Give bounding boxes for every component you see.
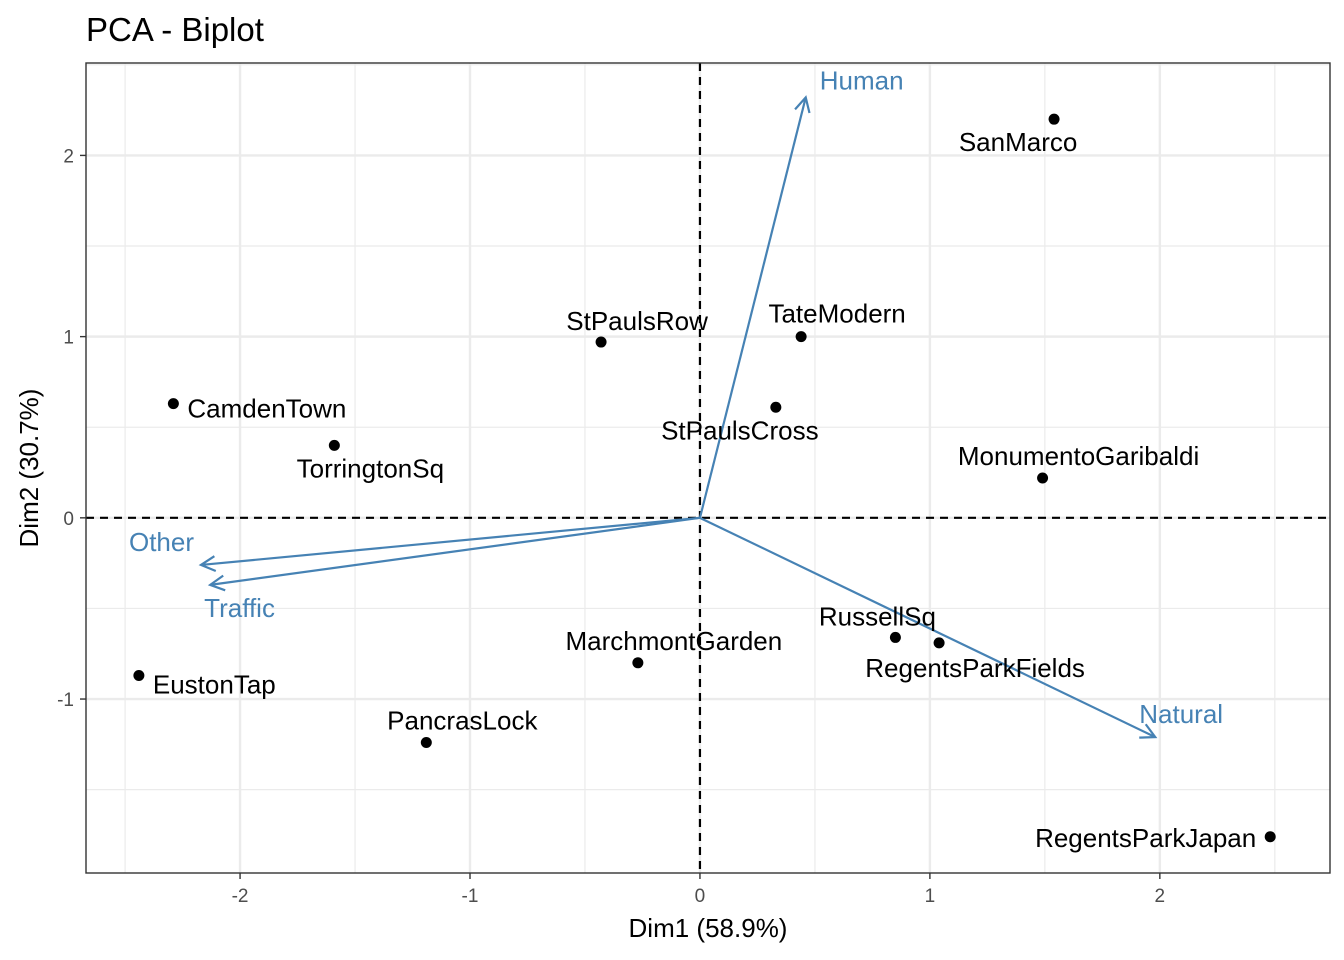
x-tick-label: 1 (925, 886, 936, 907)
y-axis-ticks: -1 0 1 2 (57, 146, 86, 711)
point-label-marchmontgarden: MarchmontGarden (565, 626, 782, 656)
variable-label-traffic: Traffic (204, 593, 275, 623)
point-label-stpaulscross: StPaulsCross (661, 415, 819, 445)
point-label-torringtonsq: TorringtonSq (297, 453, 444, 483)
panel-border (85, 62, 1331, 874)
variable-arrowhead-other (198, 555, 217, 573)
y-tick-label: 0 (63, 509, 74, 530)
x-axis-ticks: -2 -1 0 1 2 (232, 873, 1166, 907)
point-russellsq (889, 631, 901, 643)
x-tick-label: 2 (1155, 886, 1166, 907)
point-label-monumentogaribaldi: MonumentoGaribaldi (958, 441, 1199, 471)
point-eustontap (133, 669, 145, 681)
point-torringtonsq (328, 439, 340, 451)
point-camdentown (167, 398, 179, 410)
x-tick-label: -2 (232, 886, 249, 907)
variable-label-human: Human (820, 65, 904, 95)
x-tick-label: 0 (695, 886, 706, 907)
point-label-tatemodern: TateModern (768, 299, 905, 329)
variable-arrow-other (200, 516, 701, 567)
variable-arrowhead-natural (1139, 723, 1158, 739)
point-label-sanmarco: SanMarco (959, 127, 1078, 157)
point-label-stpaulsrow: StPaulsRow (566, 306, 708, 336)
point-regentsparkjapan (1264, 831, 1276, 843)
point-label-camdentown: CamdenTown (187, 394, 346, 424)
y-tick-label: 2 (63, 146, 74, 167)
point-label-regentsparkfields: RegentsParkFields (865, 653, 1085, 683)
point-sanmarco (1048, 113, 1060, 125)
point-label-eustontap: EustonTap (153, 669, 276, 699)
point-regentsparkfields (933, 637, 945, 649)
observation-labels: SanMarco TateModern StPaulsRow StPaulsCross… (153, 127, 1256, 853)
point-stpaulscross (770, 401, 782, 413)
variable-arrowhead-human (794, 95, 811, 114)
chart-title: PCA - Biplot (86, 11, 264, 48)
point-pancraslock (420, 737, 432, 749)
point-monumentogaribaldi (1037, 472, 1049, 484)
point-tatemodern (795, 331, 807, 343)
reference-lines (86, 63, 1330, 873)
variable-arrowhead-traffic (207, 574, 226, 592)
variable-arrow-traffic (210, 516, 701, 586)
point-label-regentsparkjapan: RegentsParkJapan (1035, 823, 1256, 853)
x-tick-label: -1 (462, 886, 479, 907)
point-label-pancraslock: PancrasLock (387, 706, 538, 736)
variable-arrow-human (698, 97, 807, 519)
variable-labels: Human Other Traffic Natural (129, 65, 1223, 729)
point-stpaulsrow (595, 336, 607, 348)
point-label-russellsq: RussellSq (819, 601, 936, 631)
variable-arrows (198, 95, 1158, 739)
grid-minor (86, 63, 1330, 873)
y-axis-title: Dim2 (30.7%) (14, 389, 44, 548)
variable-label-other: Other (129, 527, 194, 557)
x-axis-title: Dim1 (58.9%) (629, 913, 788, 943)
variable-arrow-natural (699, 516, 1156, 739)
y-tick-label: -1 (57, 690, 74, 711)
variable-label-natural: Natural (1139, 699, 1223, 729)
observation-points (133, 113, 1276, 843)
point-marchmontgarden (632, 657, 644, 669)
y-tick-label: 1 (63, 328, 74, 349)
